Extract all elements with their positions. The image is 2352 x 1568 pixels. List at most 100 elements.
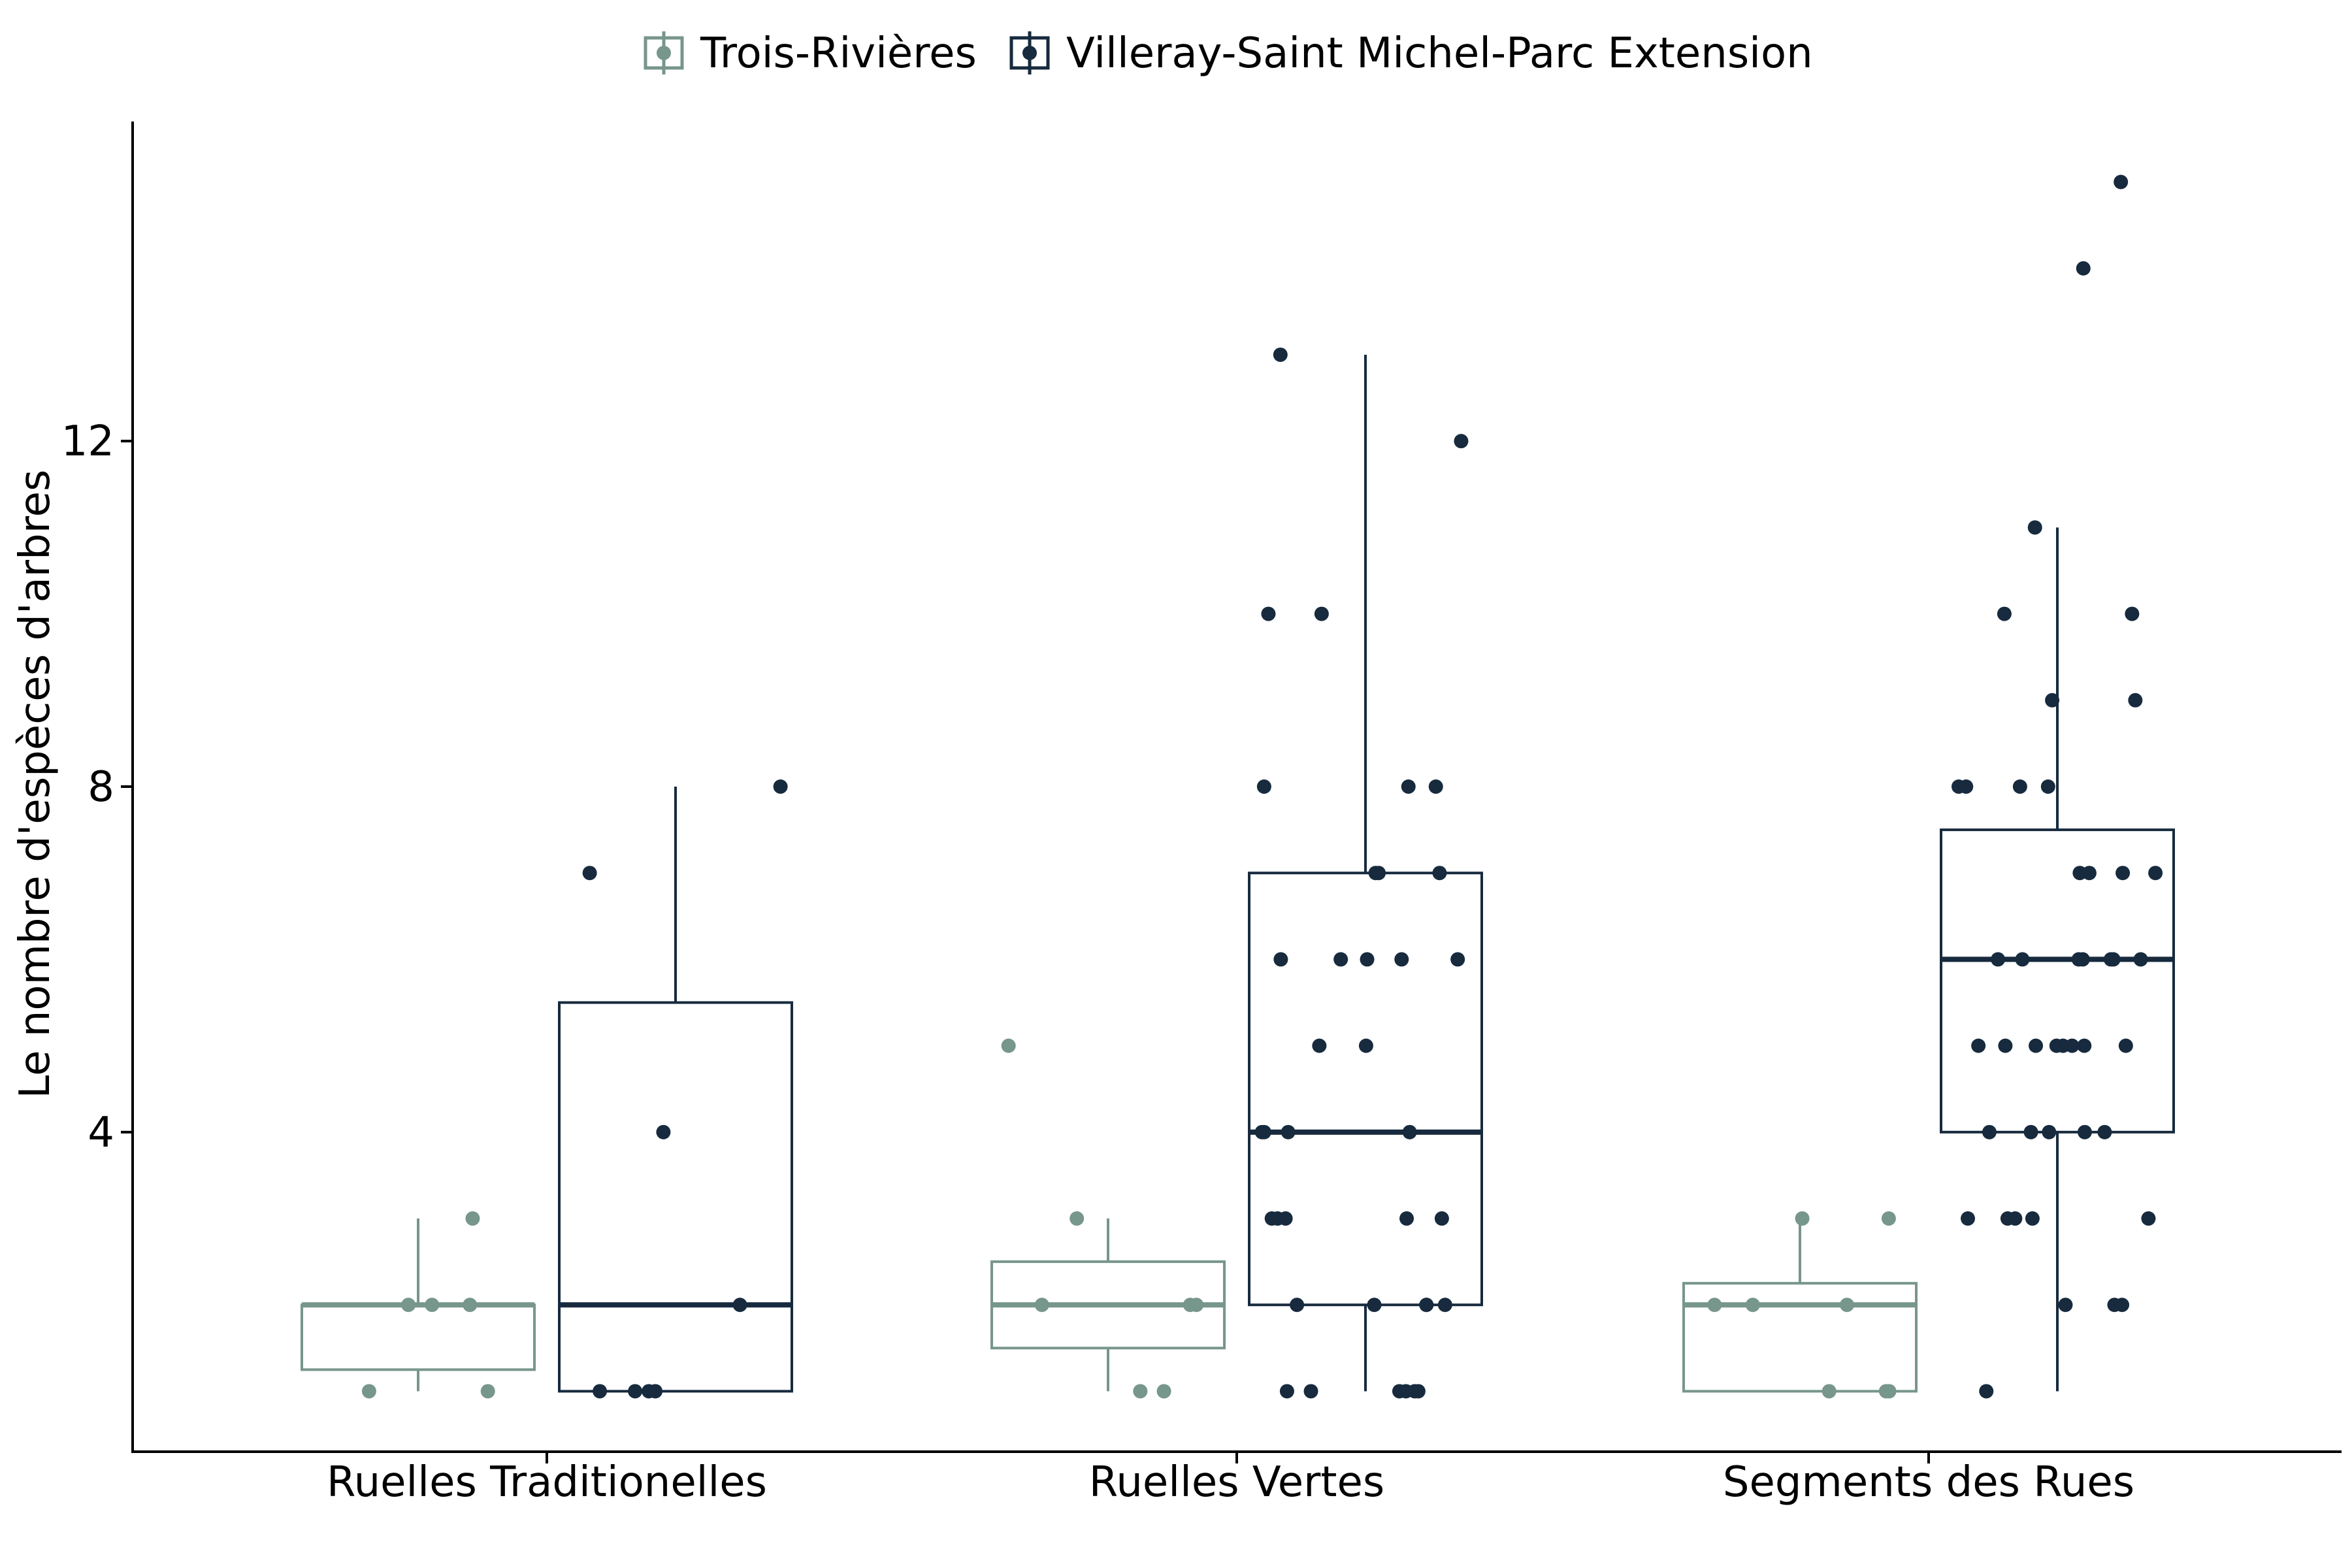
data-point — [2115, 1298, 2130, 1313]
data-point — [1979, 1384, 1994, 1399]
boxes-layer — [301, 354, 2175, 1393]
data-point — [1839, 1298, 1854, 1313]
y-axis-ticks: 4 8 12 — [61, 417, 133, 1157]
data-point — [1070, 1211, 1085, 1226]
data-point — [2077, 1038, 2092, 1053]
data-point — [1360, 952, 1375, 967]
data-point — [1402, 1124, 1417, 1139]
data-point — [1428, 779, 1443, 794]
x-tick-label: Ruelles Vertes — [1089, 1458, 1384, 1507]
data-point — [2023, 1124, 2038, 1139]
legend-label-trois-rivieres: Trois-Rivières — [700, 29, 977, 78]
y-tick-label: 8 — [88, 763, 114, 811]
data-point — [732, 1298, 747, 1313]
data-point — [1281, 1124, 1296, 1139]
data-point — [1358, 1038, 1373, 1053]
data-point — [2106, 952, 2121, 967]
data-point — [2133, 952, 2148, 967]
data-point — [2077, 1124, 2092, 1139]
data-point — [1001, 1038, 1016, 1053]
data-point — [2072, 866, 2087, 881]
data-point — [1290, 1298, 1305, 1313]
data-point — [1432, 866, 1447, 881]
box-rect — [1682, 1282, 1918, 1393]
data-point — [1279, 1384, 1294, 1399]
data-point — [1882, 1384, 1897, 1399]
x-tick-label: Segments des Rues — [1723, 1458, 2134, 1507]
box-1-1 — [1248, 354, 1483, 1392]
data-point — [1997, 606, 2012, 621]
data-point — [1401, 779, 1416, 794]
data-point — [1303, 1384, 1318, 1399]
data-point — [2000, 1211, 2015, 1226]
data-point — [1367, 1298, 1382, 1313]
data-point — [2118, 1038, 2133, 1053]
data-point — [1991, 952, 2006, 967]
data-point — [1707, 1298, 1722, 1313]
data-point — [1278, 1211, 1293, 1226]
data-point — [425, 1298, 440, 1313]
x-tick-label: Ruelles Traditionelles — [327, 1458, 767, 1507]
data-point — [582, 866, 597, 881]
box-rect — [301, 1303, 536, 1371]
data-point — [2040, 779, 2055, 794]
data-point — [2012, 779, 2027, 794]
data-point — [773, 779, 788, 794]
box-1-0 — [558, 787, 793, 1393]
data-point — [1371, 866, 1386, 881]
data-point — [2042, 1124, 2057, 1139]
data-point — [1881, 1211, 1896, 1226]
box-rect — [558, 1001, 793, 1393]
data-point — [2025, 1211, 2040, 1226]
data-point — [1256, 1124, 1271, 1139]
data-point — [1394, 952, 1409, 967]
data-point — [628, 1384, 643, 1399]
data-point — [1273, 952, 1288, 967]
data-point — [656, 1124, 671, 1139]
data-point — [2029, 1038, 2044, 1053]
data-point — [1419, 1298, 1434, 1313]
data-point — [2097, 1124, 2112, 1139]
data-point — [1434, 1211, 1449, 1226]
data-point — [480, 1384, 495, 1399]
data-point — [1314, 606, 1329, 621]
box-rect — [1248, 872, 1483, 1307]
data-point — [1034, 1298, 1049, 1313]
data-point — [1454, 434, 1469, 449]
data-point — [593, 1384, 608, 1399]
legend-key-dot-villeray — [1022, 46, 1037, 60]
data-point — [1273, 347, 1288, 362]
data-point — [1256, 779, 1271, 794]
data-point — [1998, 1038, 2013, 1053]
data-point — [2071, 952, 2086, 967]
data-point — [401, 1298, 416, 1313]
data-point — [2045, 693, 2060, 708]
box-rect — [1940, 828, 2175, 1134]
box-0-2 — [1682, 1218, 1918, 1393]
data-point — [1189, 1298, 1204, 1313]
data-point — [2115, 866, 2131, 881]
data-point — [1333, 952, 1348, 967]
data-point — [1133, 1384, 1148, 1399]
legend-item-villeray: Villeray-Saint Michel-Parc Extension — [1009, 29, 1813, 78]
data-point — [1961, 1211, 1976, 1226]
y-tick-label: 4 — [88, 1109, 114, 1157]
y-axis-title: Le nombre d'espèces d'arbres — [11, 470, 59, 1099]
data-point — [2027, 520, 2042, 535]
data-point — [2114, 174, 2129, 189]
data-point — [463, 1298, 478, 1313]
data-point — [1795, 1211, 1810, 1226]
legend: Trois-Rivières Villeray-Saint Michel-Par… — [644, 29, 1813, 78]
data-point — [2141, 1211, 2156, 1226]
data-point — [1982, 1124, 1997, 1139]
data-point — [2148, 866, 2163, 881]
data-point — [361, 1384, 376, 1399]
data-point — [2125, 606, 2140, 621]
box-0-0 — [301, 1218, 536, 1392]
data-point — [1745, 1298, 1760, 1313]
data-point — [1971, 1038, 1986, 1053]
x-axis-ticks: Ruelles Traditionelles Ruelles Vertes Segm… — [327, 1452, 2134, 1507]
data-point — [2065, 1038, 2080, 1053]
legend-item-trois-rivieres: Trois-Rivières — [644, 29, 977, 78]
